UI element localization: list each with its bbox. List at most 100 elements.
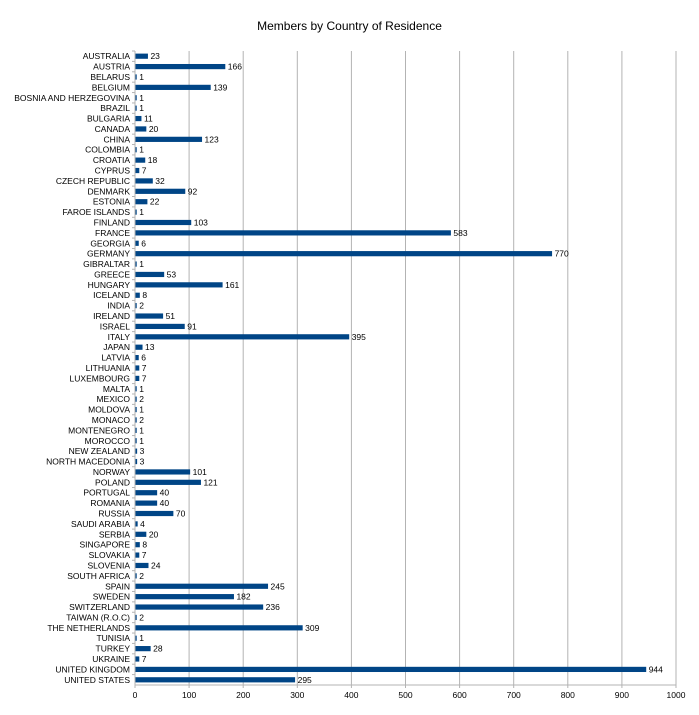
- data-label: 161: [225, 280, 239, 290]
- x-tick-label: 600: [453, 690, 467, 700]
- data-label: 28: [153, 644, 163, 654]
- data-label: 2: [139, 415, 144, 425]
- data-label: 101: [193, 467, 207, 477]
- bar: [135, 313, 164, 319]
- data-label: 3: [140, 446, 145, 456]
- data-label: 1: [139, 93, 144, 103]
- data-label: 13: [145, 342, 155, 352]
- category-label: SAUDI ARABIA: [71, 519, 130, 529]
- bar: [135, 448, 138, 454]
- data-label: 1: [139, 425, 144, 435]
- data-label: 23: [150, 51, 160, 61]
- category-label: CHINA: [104, 134, 131, 144]
- data-label: 7: [142, 654, 147, 664]
- bar: [135, 542, 140, 548]
- bar: [135, 375, 140, 381]
- data-label: 236: [266, 602, 280, 612]
- bar: [135, 573, 137, 579]
- category-label: THE NETHERLANDS: [47, 623, 130, 633]
- category-label: ROMANIA: [90, 498, 130, 508]
- bar: [135, 510, 174, 517]
- bar: [135, 251, 553, 257]
- bar: [135, 625, 303, 631]
- category-label: UNITED STATES: [64, 675, 130, 685]
- category-label: CYPRUS: [95, 166, 131, 176]
- bar: [135, 167, 140, 174]
- data-label: 1: [139, 145, 144, 155]
- category-label: CROATIA: [93, 155, 130, 165]
- category-label: PORTUGAL: [83, 488, 130, 498]
- category-label: BULGARIA: [87, 114, 130, 124]
- bar: [135, 157, 146, 163]
- x-tick-label: 0: [133, 690, 138, 700]
- category-label: NORWAY: [93, 467, 130, 477]
- category-label: BELARUS: [90, 72, 130, 82]
- bar: [135, 219, 192, 226]
- data-label: 8: [142, 540, 147, 550]
- category-label: NORTH MACEDONIA: [46, 457, 130, 467]
- bar: [135, 303, 137, 309]
- data-label: 1: [139, 259, 144, 269]
- data-label: 92: [188, 186, 198, 196]
- category-label: BOSNIA AND HERZEGOVINA: [14, 93, 130, 103]
- category-label: COLOMBIA: [85, 145, 130, 155]
- category-label: FINLAND: [94, 217, 130, 227]
- category-label: ICELAND: [93, 290, 130, 300]
- data-label: 1: [139, 405, 144, 415]
- data-label: 2: [139, 571, 144, 581]
- category-label: SERBIA: [99, 529, 131, 539]
- data-label: 18: [148, 155, 158, 165]
- bar: [135, 53, 148, 59]
- data-label: 1: [139, 633, 144, 643]
- data-label: 2: [139, 394, 144, 404]
- category-label: LATVIA: [101, 353, 130, 363]
- category-label: UKRAINE: [92, 654, 130, 664]
- bar: [135, 199, 148, 205]
- bar: [135, 323, 185, 330]
- x-tick-label: 1000: [667, 690, 686, 700]
- bar: [135, 417, 137, 423]
- bars: [135, 53, 647, 683]
- category-label: TURKEY: [96, 644, 131, 654]
- x-tick-label: 200: [236, 690, 250, 700]
- bar: [135, 656, 140, 662]
- x-tick-label: 900: [615, 690, 629, 700]
- bar: [135, 63, 226, 70]
- data-label: 2: [139, 612, 144, 622]
- bar: [135, 136, 203, 142]
- bar: [135, 594, 234, 600]
- bar: [135, 386, 137, 392]
- bar: [135, 604, 264, 610]
- bar: [135, 282, 223, 288]
- x-tick-label: 700: [507, 690, 521, 700]
- data-label: 53: [167, 269, 177, 279]
- category-label: SWEDEN: [93, 592, 130, 602]
- data-label: 395: [352, 332, 366, 342]
- data-label: 4: [140, 519, 145, 529]
- category-label: BELGIUM: [92, 82, 130, 92]
- data-label: 24: [151, 560, 161, 570]
- category-label: AUSTRIA: [93, 62, 130, 72]
- category-label: MOLDOVA: [88, 405, 130, 415]
- category-label: SWITZERLAND: [69, 602, 130, 612]
- bar: [135, 458, 138, 465]
- bar: [135, 531, 147, 537]
- labels: 0 100 200 300 400 500 600 700 800 900 1000 AUSTRALI…: [14, 51, 685, 700]
- category-label: MOROCCO: [85, 436, 131, 446]
- data-label: 20: [149, 124, 159, 134]
- category-label: LITHUANIA: [86, 363, 131, 373]
- category-label: FAROE ISLANDS: [62, 207, 130, 217]
- x-tick-label: 400: [344, 690, 358, 700]
- category-label: NEW ZEALAND: [69, 446, 130, 456]
- category-label: FRANCE: [95, 228, 130, 238]
- category-label: ESTONIA: [93, 197, 130, 207]
- data-label: 6: [141, 238, 146, 248]
- bar: [135, 406, 137, 413]
- category-label: ITALY: [108, 332, 131, 342]
- data-label: 32: [155, 176, 165, 186]
- data-label: 123: [205, 134, 219, 144]
- data-label: 1: [139, 436, 144, 446]
- bar: [135, 490, 158, 496]
- data-label: 245: [271, 581, 285, 591]
